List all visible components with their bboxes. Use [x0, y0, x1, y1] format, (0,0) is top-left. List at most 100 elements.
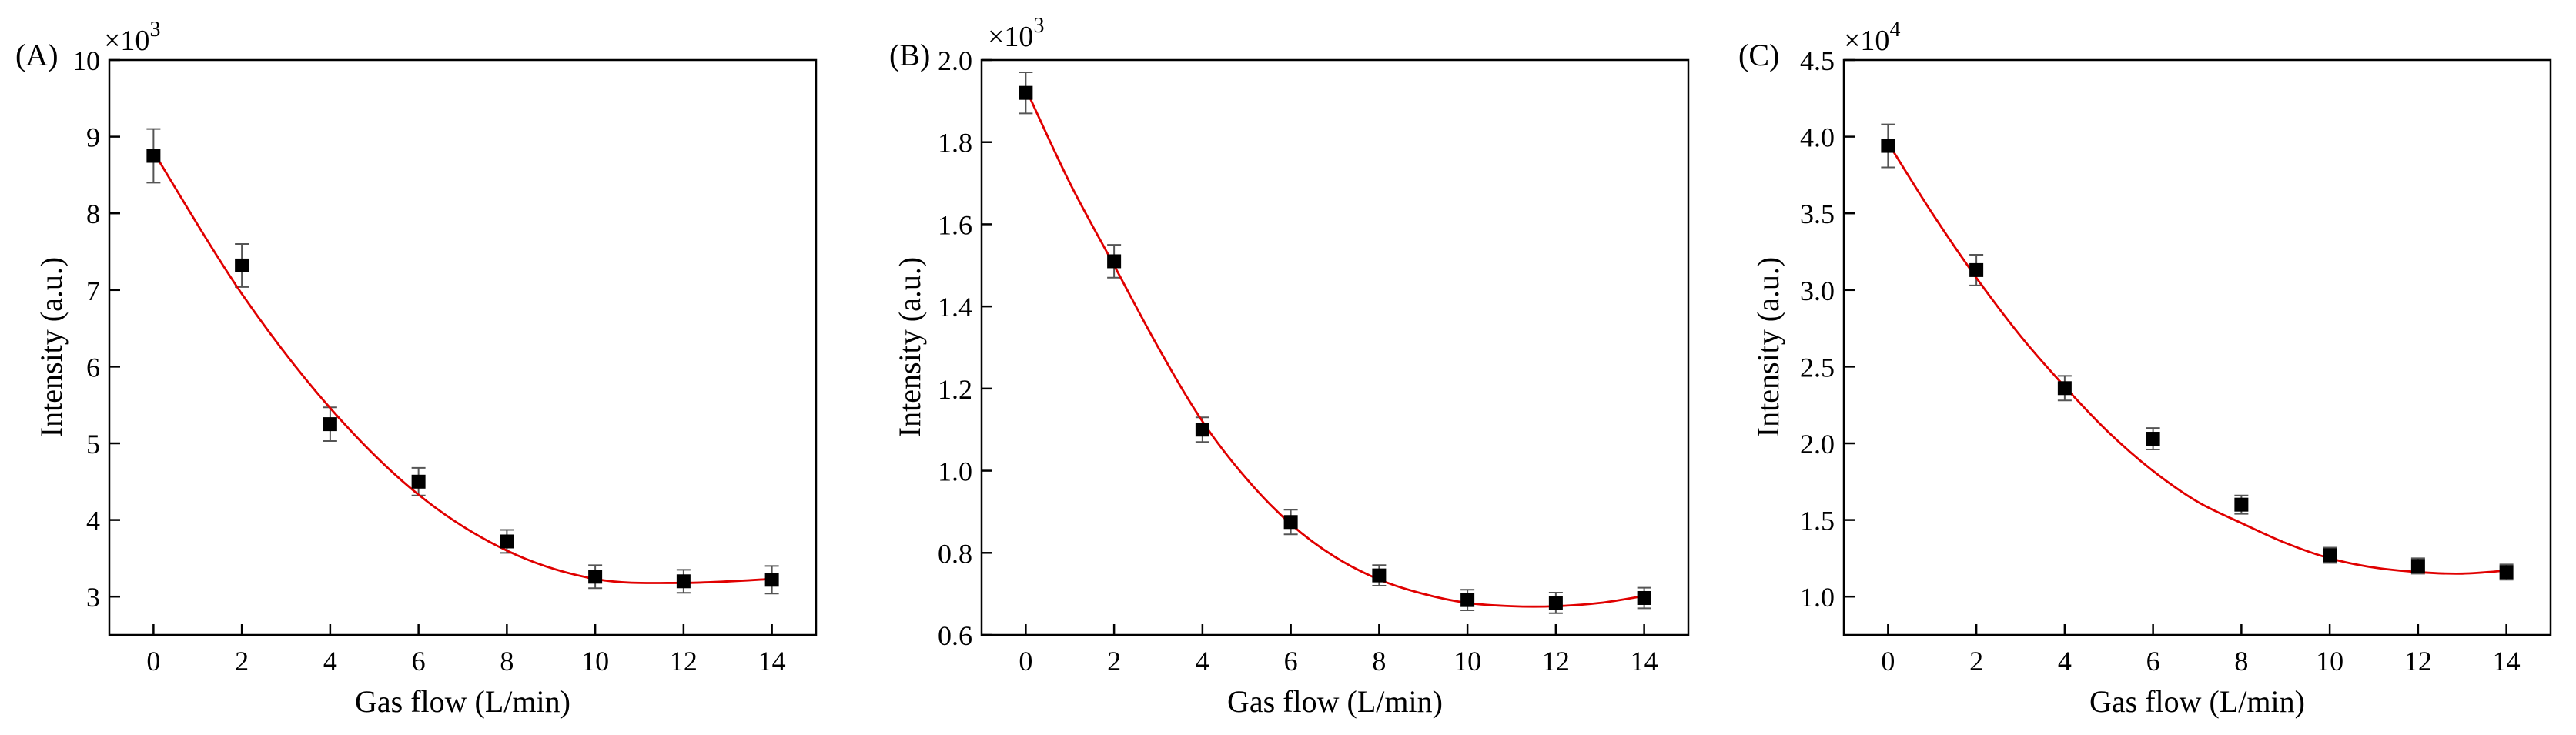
panel-c-y-tick-label-2: 2.0 — [1800, 429, 1835, 459]
panel-c-x-tick-label-7: 14 — [2493, 646, 2521, 677]
panel-a-x-tick-label-4: 8 — [500, 646, 514, 677]
panel-b-y-tick-label-7: 2.0 — [938, 45, 972, 76]
panel-c-data-point-3 — [2146, 432, 2160, 446]
panel-a-data-point-5 — [588, 570, 603, 584]
panel-a-y-tick-label-6: 9 — [86, 122, 100, 153]
panel-a-y-axis-label: Intensity (a.u.) — [34, 257, 69, 437]
panel-c-y-tick-label-3: 2.5 — [1800, 352, 1835, 383]
panel-b-data-point-3 — [1283, 515, 1298, 530]
panel-c-multiplier-base: ×10 — [1844, 25, 1889, 57]
panel-b-x-tick-label-4: 8 — [1372, 646, 1386, 677]
panel-b: (B) ×103 Gas flow (L/min) Intensity (a.u… — [889, 14, 1690, 719]
panel-b-x-tick-label-5: 10 — [1454, 646, 1481, 677]
panel-c-fit — [1887, 142, 2507, 575]
panel-a-multiplier: ×103 — [104, 18, 160, 57]
panel-c-x-tick-label-5: 10 — [2316, 646, 2343, 677]
panel-a-plot-frame — [108, 58, 818, 636]
panel-a-multiplier-base: ×10 — [104, 25, 149, 57]
panel-b-y-tick-label-2: 1.0 — [938, 456, 972, 487]
panel-a-x-tick-label-1: 2 — [235, 646, 249, 677]
panel-a-x-tick-label-0: 0 — [146, 646, 160, 677]
panel-b-data-point-4 — [1372, 568, 1387, 583]
panel-b-x-tick-label-1: 2 — [1107, 646, 1121, 677]
panel-b-data-point-0 — [1019, 85, 1033, 100]
panel-b-y-axis-label: Intensity (a.u.) — [892, 257, 927, 437]
panel-b-label: (B) — [889, 38, 930, 72]
panel-a-x-tick-label-5: 10 — [581, 646, 609, 677]
panel-c-y-tick-label-5: 3.5 — [1800, 199, 1835, 229]
panel-a-y-tick-label-2: 5 — [86, 429, 100, 459]
panel-a-data-point-7 — [764, 573, 779, 587]
panel-a-x-tick-label-6: 12 — [670, 646, 698, 677]
panel-c-x-tick-label-6: 12 — [2404, 646, 2432, 677]
panel-c-y-tick-label-1: 1.5 — [1800, 506, 1835, 536]
panel-c-ticks: 0 2 4 6 8 10 12 14 1.0 1.5 2.0 2.5 3.0 3.5 4.0 4.5 — [1800, 45, 2521, 677]
panel-a-y-tick-label-7: 10 — [72, 45, 100, 76]
panel-c-y-tick-label-7: 4.5 — [1800, 45, 1835, 76]
panel-c-data-point-7 — [2499, 565, 2514, 580]
panel-a-ticks: 0 2 4 6 8 10 12 14 3 4 5 6 7 8 9 10 — [72, 45, 786, 677]
panel-b-data-point-5 — [1460, 593, 1475, 607]
panel-a-x-tick-label-2: 4 — [323, 646, 337, 677]
panel-a-multiplier-exponent: 3 — [149, 18, 160, 42]
panel-c-data-point-1 — [1969, 262, 1984, 277]
panel-c-y-tick-label-4: 3.0 — [1800, 276, 1835, 306]
panel-c-multiplier-exponent: 4 — [1889, 18, 1900, 42]
panel-c-markers — [1881, 139, 2514, 580]
panel-a-label: (A) — [15, 38, 59, 72]
panel-a-y-tick-label-1: 4 — [86, 506, 100, 536]
panel-c-x-tick-label-1: 2 — [1969, 646, 1983, 677]
panel-b-y-tick-label-1: 0.8 — [938, 538, 972, 569]
panel-a-data-point-1 — [235, 258, 249, 272]
panel-c-multiplier: ×104 — [1844, 18, 1900, 57]
panel-a-data-point-0 — [146, 149, 161, 163]
panel-c-data-point-2 — [2057, 381, 2072, 396]
panel-a-fit-curve — [152, 151, 772, 584]
panel-a-markers — [146, 149, 779, 589]
panel-c-x-tick-label-0: 0 — [1881, 646, 1895, 677]
panel-b-y-tick-label-3: 1.2 — [938, 374, 972, 405]
panel-c-data-point-4 — [2234, 497, 2249, 512]
panel-b-multiplier-base: ×10 — [988, 21, 1033, 53]
panel-a-y-tick-label-3: 6 — [86, 352, 100, 383]
panel-a-data-point-4 — [500, 534, 514, 549]
panel-b-x-tick-label-0: 0 — [1019, 646, 1032, 677]
panel-a: (A) ×103 Gas flow (L/min) Intensity (a.u… — [15, 18, 818, 719]
panel-a-x-tick-label-7: 14 — [758, 646, 786, 677]
panel-c-data-point-5 — [2323, 548, 2337, 563]
panel-b-ticks: 0 2 4 6 8 10 12 14 0.6 0.8 1.0 1.2 1.4 1.6 1.8 2.0 — [938, 45, 1658, 677]
panel-c-fit-curve — [1887, 142, 2507, 575]
panel-a-y-tick-label-0: 3 — [86, 582, 100, 613]
panel-c-x-tick-label-3: 6 — [2146, 646, 2160, 677]
panel-a-data-point-2 — [323, 417, 337, 432]
panel-b-multiplier-exponent: 3 — [1033, 14, 1044, 38]
panel-a-fit — [152, 151, 772, 584]
panel-c-plot-frame — [1842, 58, 2552, 636]
panel-c-x-axis-label: Gas flow (L/min) — [2089, 684, 2305, 719]
panel-b-x-tick-label-7: 14 — [1631, 646, 1658, 677]
panel-b-data-point-6 — [1548, 596, 1563, 610]
panel-b-data-point-2 — [1195, 423, 1209, 437]
panel-b-y-tick-label-0: 0.6 — [938, 620, 972, 651]
panel-c-x-tick-label-2: 4 — [2058, 646, 2072, 677]
panel-c-data-point-6 — [2410, 559, 2425, 573]
panel-c: (C) ×104 Gas flow (L/min) Intensity (a.u… — [1738, 18, 2552, 719]
panel-b-y-tick-label-6: 1.8 — [938, 128, 972, 159]
panel-b-x-tick-label-6: 12 — [1542, 646, 1570, 677]
panel-b-x-tick-label-3: 6 — [1284, 646, 1298, 677]
panel-a-y-tick-label-4: 7 — [86, 276, 100, 306]
panel-b-y-tick-label-4: 1.4 — [938, 292, 972, 322]
panel-c-y-tick-label-0: 1.0 — [1800, 582, 1835, 613]
panel-b-multiplier: ×103 — [988, 14, 1044, 53]
panel-c-label: (C) — [1738, 38, 1779, 72]
panel-c-y-tick-label-6: 4.0 — [1800, 122, 1835, 153]
panel-a-y-tick-label-5: 8 — [86, 199, 100, 229]
panel-b-markers — [1019, 85, 1651, 610]
panel-b-data-point-1 — [1107, 254, 1122, 269]
panel-b-data-point-7 — [1637, 590, 1651, 605]
panel-b-y-tick-label-5: 1.6 — [938, 209, 972, 240]
panel-b-x-axis-label: Gas flow (L/min) — [1227, 684, 1443, 719]
panel-c-data-point-0 — [1881, 139, 1895, 153]
